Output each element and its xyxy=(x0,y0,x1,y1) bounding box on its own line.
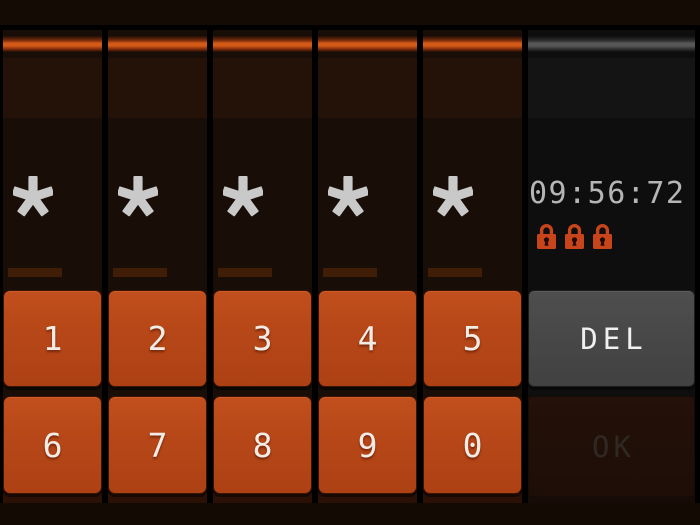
slot-foot xyxy=(3,493,102,503)
key-4[interactable]: 4 xyxy=(318,290,417,387)
panel-foot xyxy=(528,493,695,503)
key-1[interactable]: 1 xyxy=(3,290,102,387)
lock-icon xyxy=(565,224,584,249)
slot-foot xyxy=(318,493,417,503)
slot-underline xyxy=(323,268,377,277)
slot-underline xyxy=(428,268,482,277)
delete-button[interactable]: DEL xyxy=(528,290,695,387)
slot-underline xyxy=(218,268,272,277)
asterisk-mask-icon xyxy=(223,176,263,217)
slot-stripe xyxy=(318,36,417,52)
ok-button[interactable]: OK xyxy=(528,396,695,497)
lock-icon xyxy=(537,224,556,249)
slot-stripe xyxy=(108,36,207,52)
key-8[interactable]: 8 xyxy=(213,396,312,494)
slot-foot xyxy=(423,493,522,503)
top-letterbox xyxy=(0,0,700,25)
slot-band xyxy=(108,58,207,118)
slot-stripe xyxy=(423,36,522,52)
slot-underline xyxy=(113,268,167,277)
slot-stripe xyxy=(213,36,312,52)
panel-stripe xyxy=(528,36,695,52)
bottom-letterbox xyxy=(0,503,700,525)
key-6[interactable]: 6 xyxy=(3,396,102,494)
slot-foot xyxy=(213,493,312,503)
slot-stripe xyxy=(3,36,102,52)
asterisk-mask-icon xyxy=(13,176,53,217)
key-9[interactable]: 9 xyxy=(318,396,417,494)
asterisk-mask-icon xyxy=(433,176,473,217)
key-2[interactable]: 2 xyxy=(108,290,207,387)
slot-band xyxy=(423,58,522,118)
countdown-timer: 09:56:72 xyxy=(529,176,686,211)
key-5[interactable]: 5 xyxy=(423,290,522,387)
key-7[interactable]: 7 xyxy=(108,396,207,494)
asterisk-mask-icon xyxy=(328,176,368,217)
slot-underline xyxy=(8,268,62,277)
slot-band xyxy=(3,58,102,118)
asterisk-mask-icon xyxy=(118,176,158,217)
key-0[interactable]: 0 xyxy=(423,396,522,494)
key-3[interactable]: 3 xyxy=(213,290,312,387)
lock-indicators xyxy=(536,223,613,250)
slot-band xyxy=(318,58,417,118)
slot-band xyxy=(213,58,312,118)
lock-icon xyxy=(593,224,612,249)
panel-band xyxy=(528,58,695,118)
slot-foot xyxy=(108,493,207,503)
